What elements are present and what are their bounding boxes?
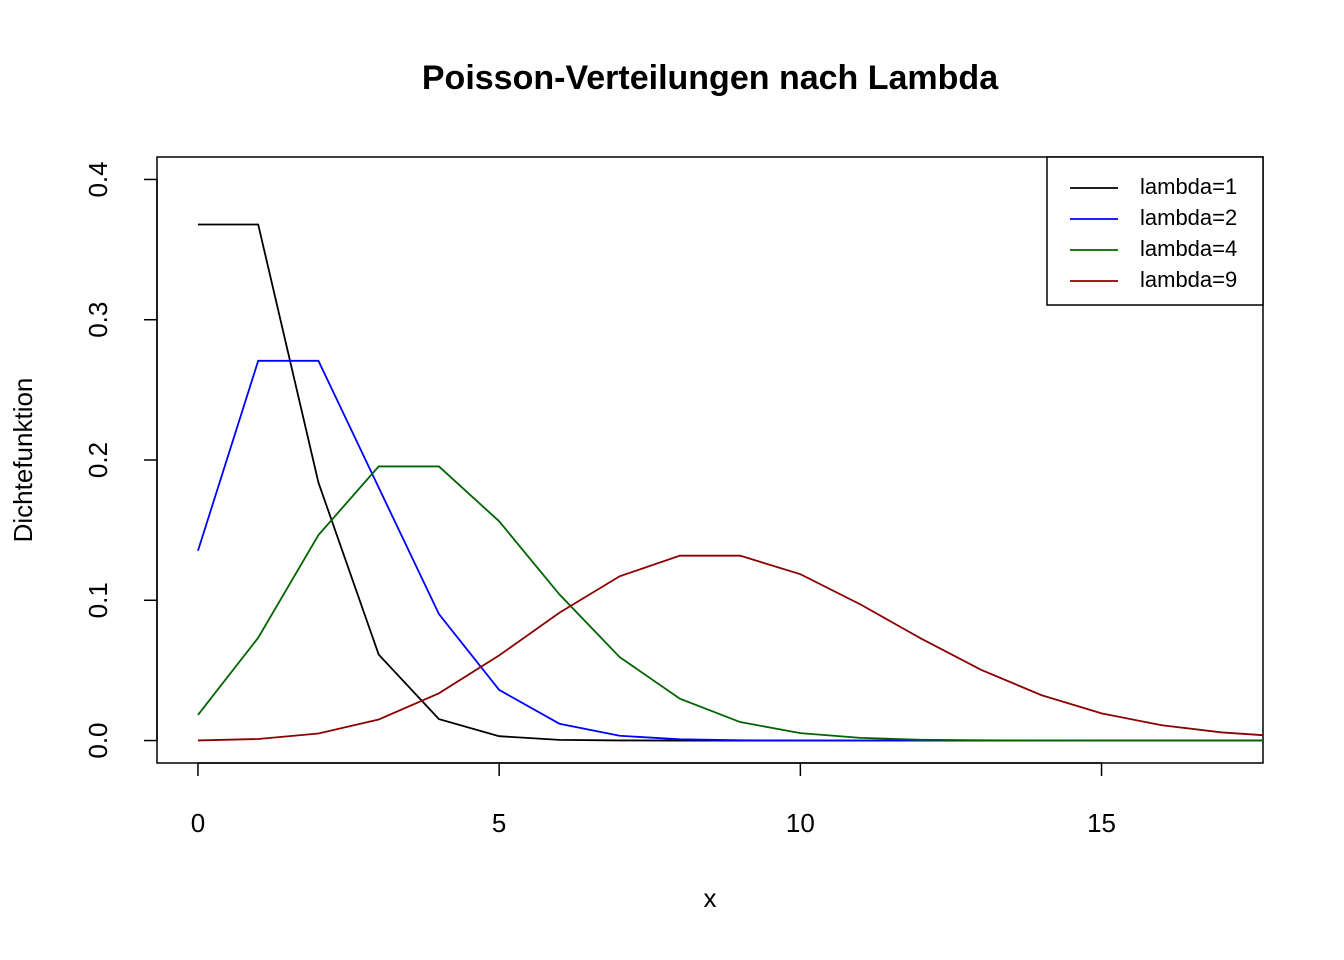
x-tick-label: 5 xyxy=(492,808,506,838)
legend-text: lambda=4 xyxy=(1140,236,1237,261)
chart-title: Poisson-Verteilungen nach Lambda xyxy=(422,59,999,97)
x-tick-label: 15 xyxy=(1087,808,1116,838)
y-tick-label: 0.1 xyxy=(83,582,113,618)
x-tick-label: 0 xyxy=(191,808,205,838)
x-axis-label: x xyxy=(704,883,717,913)
y-tick-label: 0.4 xyxy=(83,161,113,197)
legend-text: lambda=1 xyxy=(1140,174,1237,199)
plot-area xyxy=(197,223,1263,742)
legend-text: lambda=2 xyxy=(1140,205,1237,230)
y-tick-label: 0.0 xyxy=(83,722,113,758)
series-line xyxy=(197,554,1263,742)
y-axis-label: Dichtefunktion xyxy=(8,378,38,543)
series-line xyxy=(197,359,1263,742)
x-tick-label: 10 xyxy=(786,808,815,838)
series-line xyxy=(197,465,1263,742)
legend-text: lambda=9 xyxy=(1140,267,1237,292)
y-tick-label: 0.3 xyxy=(83,302,113,338)
y-tick-label: 0.2 xyxy=(83,442,113,478)
